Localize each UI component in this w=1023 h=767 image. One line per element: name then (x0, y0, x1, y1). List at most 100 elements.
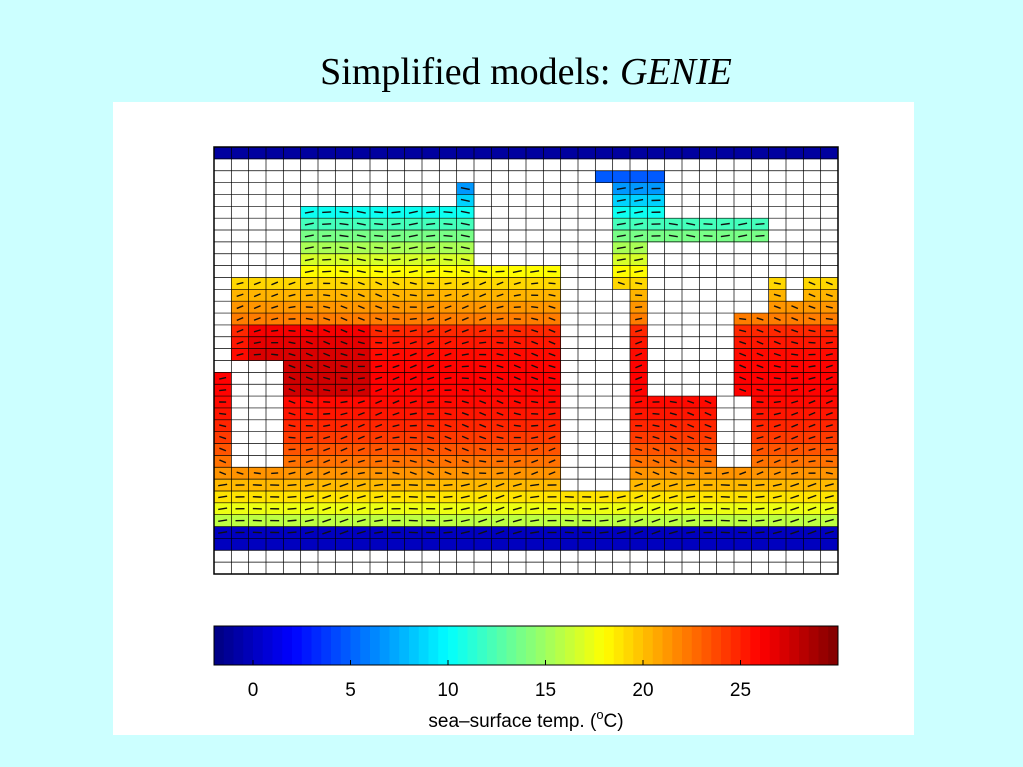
ocean-cell (526, 147, 544, 160)
current-arrow (218, 483, 228, 487)
current-arrow (409, 448, 417, 451)
current-arrow (339, 270, 349, 273)
current-arrow (513, 341, 521, 345)
ocean-cell (526, 538, 544, 551)
current-arrow (808, 400, 816, 404)
current-arrow (530, 519, 540, 522)
current-arrow (304, 507, 314, 511)
current-arrow (391, 211, 401, 214)
current-arrow (340, 282, 348, 285)
current-arrow (340, 293, 348, 297)
ocean-cell (266, 538, 284, 551)
current-arrow (634, 530, 644, 535)
ocean-cell (300, 147, 319, 160)
ocean-cell (543, 147, 561, 160)
current-arrow (807, 482, 817, 488)
ocean-cell (768, 147, 787, 160)
current-arrow (531, 364, 539, 369)
current-arrow (808, 281, 816, 286)
colorbar-band (526, 626, 537, 665)
current-arrow (496, 317, 504, 321)
current-arrow (739, 376, 747, 381)
current-arrow (340, 316, 348, 321)
colorbar-band (574, 626, 585, 665)
ocean-cell (595, 147, 613, 160)
current-arrow (357, 411, 365, 416)
current-arrow (652, 459, 660, 464)
current-arrow (496, 353, 504, 356)
ocean-cell (578, 538, 596, 551)
current-arrow (531, 282, 539, 285)
current-arrow (304, 518, 314, 523)
current-arrow (531, 376, 539, 381)
current-arrow (791, 471, 799, 475)
ocean-cell (422, 538, 440, 551)
current-arrow (427, 376, 435, 381)
current-arrow (426, 258, 436, 261)
current-arrow (479, 305, 487, 310)
current-arrow (531, 388, 539, 392)
current-arrow (824, 483, 834, 487)
current-arrow (305, 364, 313, 369)
current-arrow (773, 447, 781, 452)
current-arrow (288, 281, 296, 286)
current-arrow (791, 447, 799, 452)
ocean-cell (716, 538, 735, 551)
current-arrow (808, 447, 816, 451)
current-arrow (271, 281, 279, 286)
current-arrow (479, 400, 487, 404)
current-arrow (756, 401, 764, 403)
current-arrow (825, 471, 833, 475)
current-arrow (738, 222, 748, 226)
current-arrow (219, 459, 227, 464)
current-arrow (391, 246, 401, 250)
current-arrow (479, 435, 487, 440)
colorbar-band (360, 626, 371, 665)
current-arrow (495, 482, 505, 488)
current-arrow (408, 269, 418, 274)
current-arrow (392, 424, 400, 428)
current-arrow (461, 412, 469, 416)
current-arrow (478, 530, 488, 535)
current-arrow (478, 506, 488, 511)
ocean-cell (283, 538, 301, 551)
current-arrow (253, 472, 261, 475)
current-arrow (773, 400, 781, 404)
current-arrow (669, 412, 677, 416)
current-arrow (322, 482, 332, 488)
current-arrow (236, 340, 244, 345)
current-arrow (356, 506, 366, 511)
current-arrow (461, 281, 469, 286)
current-arrow (669, 400, 677, 404)
current-arrow (513, 424, 521, 427)
colorbar-band (623, 626, 634, 665)
current-arrow (461, 471, 469, 475)
current-arrow (357, 388, 365, 392)
current-arrow (305, 340, 313, 345)
current-arrow (479, 411, 487, 416)
current-arrow (512, 518, 522, 523)
current-arrow (288, 471, 296, 475)
current-arrow (305, 400, 313, 404)
current-arrow (479, 317, 487, 321)
current-arrow (444, 364, 452, 368)
current-arrow (548, 424, 556, 428)
current-arrow (808, 388, 816, 392)
current-arrow (668, 222, 678, 226)
current-arrow (460, 258, 470, 262)
current-arrow (825, 436, 833, 439)
current-arrow (357, 423, 365, 428)
colorbar-tick-label: 0 (248, 680, 259, 701)
current-arrow (339, 210, 349, 214)
current-arrow (512, 495, 522, 499)
current-arrow (808, 460, 816, 463)
figure-panel: 0 5 10 15 20 25 sea–surface temp. (oC) (113, 102, 914, 735)
current-arrow (634, 187, 644, 191)
current-arrow (323, 364, 331, 369)
colorbar-band (828, 626, 839, 665)
current-arrow (790, 530, 800, 535)
colorbar-band (253, 626, 264, 665)
colorbar-band (301, 626, 312, 665)
current-arrow (460, 530, 470, 535)
colorbar-band (428, 626, 439, 665)
